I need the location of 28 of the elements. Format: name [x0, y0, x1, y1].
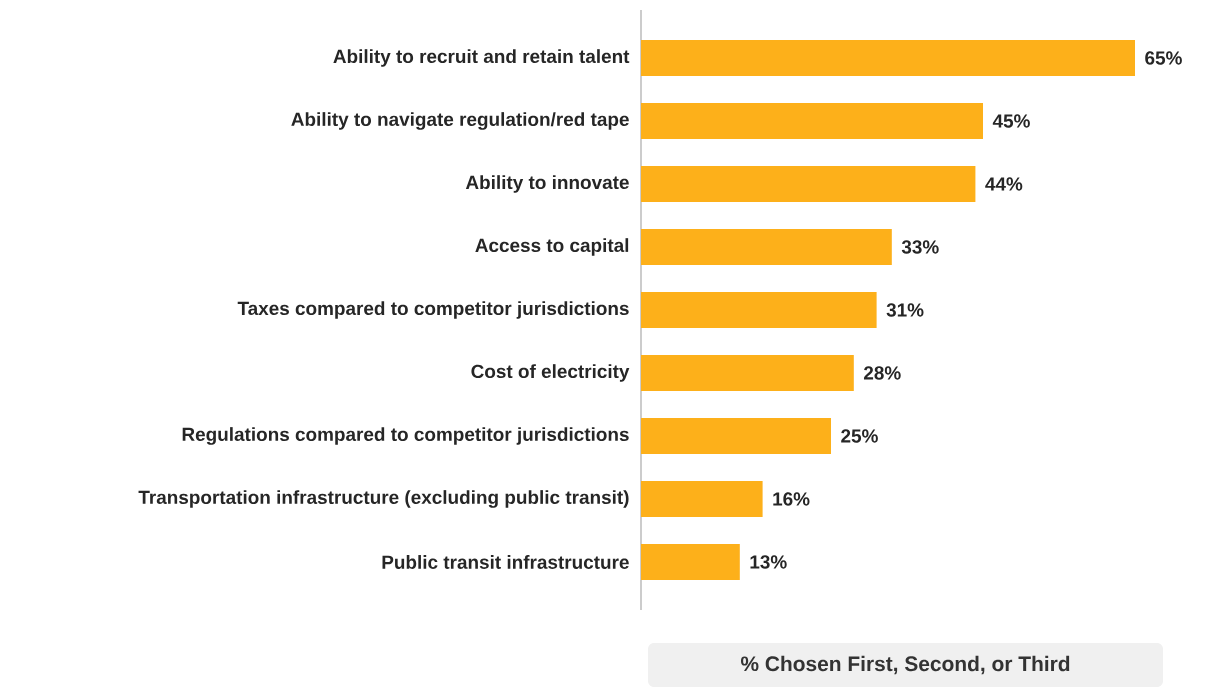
data-label: 44%: [985, 177, 1023, 191]
y-tick-label: Access to capital: [475, 238, 629, 256]
data-label: 31%: [886, 303, 924, 317]
bar: [641, 165, 976, 202]
x-axis-title: % Chosen First, Second, or Third: [740, 655, 1070, 675]
data-label: 16%: [773, 492, 810, 506]
y-tick-label: Regulations compared to competitor jurisdictions: [182, 427, 629, 445]
data-label: 28%: [863, 366, 901, 380]
data-label: 45%: [992, 114, 1030, 128]
data-label: 65%: [1145, 51, 1182, 65]
bar: [641, 417, 832, 454]
bar: [641, 228, 892, 265]
y-tick-label: Ability to navigate regulation/red tape: [291, 112, 629, 130]
bar: [641, 543, 740, 580]
data-label: 25%: [841, 429, 878, 443]
bar: [641, 291, 877, 328]
y-tick-label: Ability to recruit and retain talent: [333, 49, 630, 67]
bar: [641, 103, 984, 139]
y-tick-label: Cost of electricity: [471, 364, 630, 382]
y-tick-label: Transportation infrastructure (excluding public transit): [138, 490, 629, 508]
data-label: 33%: [901, 240, 939, 254]
y-tick-label: Ability to innovate: [465, 175, 629, 193]
y-tick-label: Taxes compared to competitor jurisdictions: [237, 301, 629, 319]
bar: [641, 40, 1136, 76]
y-tick-label: Public transit infrastructure: [382, 555, 629, 569]
data-label: 13%: [750, 555, 787, 569]
bar: [641, 480, 763, 517]
bar: [641, 354, 854, 391]
